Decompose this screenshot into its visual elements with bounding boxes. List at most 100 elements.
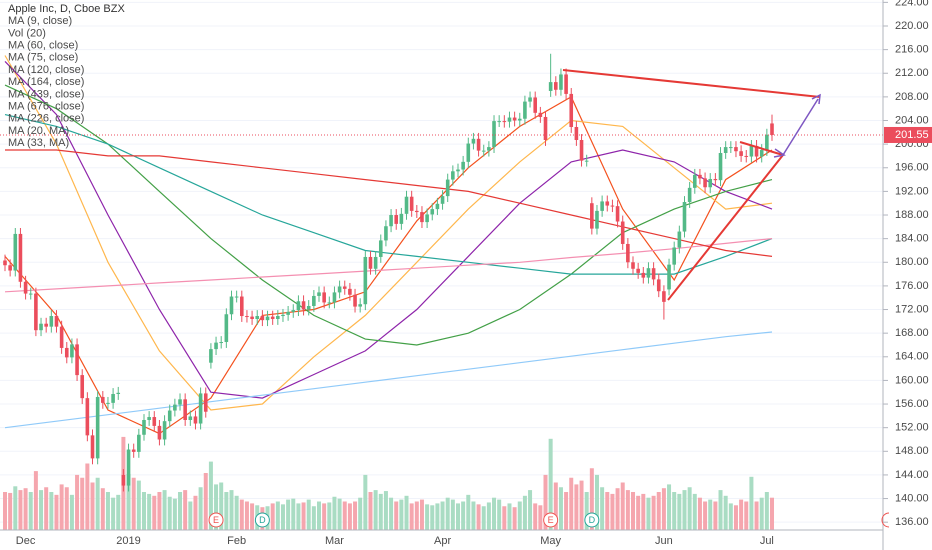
volume-bar (244, 501, 249, 530)
candle-body (276, 316, 280, 319)
y-tick-label: 156.00 (895, 398, 929, 410)
volume-bar (610, 493, 615, 530)
candle-body (8, 265, 12, 271)
candle-body (59, 326, 64, 348)
candle-body (384, 226, 388, 241)
candle-body (95, 396, 100, 459)
legend-item: MA (439, close) (8, 88, 84, 100)
volume-bar (594, 474, 599, 530)
candle-body (440, 196, 445, 204)
volume-bar (667, 484, 672, 530)
legend-item: MA (60, close) (8, 40, 78, 52)
volume-bar (378, 493, 383, 530)
volume-bar (162, 490, 167, 530)
candle-body (404, 196, 409, 214)
candle-body (672, 247, 676, 265)
volume-bar (3, 492, 7, 530)
candle-body (445, 179, 450, 197)
event-label: D (259, 515, 266, 525)
volume-bar (574, 484, 579, 530)
arrow-line (782, 98, 819, 156)
candle-body (167, 410, 172, 422)
x-tick-label: May (540, 535, 561, 547)
volume-bar (615, 488, 620, 530)
volume-bar (28, 492, 33, 530)
y-tick-label: 172.00 (895, 303, 929, 315)
x-tick-label: Jul (760, 535, 774, 547)
event-marker (254, 512, 270, 528)
y-tick-label: 164.00 (895, 351, 929, 363)
volume-bar (353, 501, 358, 530)
volume-bar (414, 501, 419, 530)
volume-bar (466, 494, 471, 530)
volume-bar (105, 492, 110, 530)
candle-body (80, 375, 85, 399)
last-price-box (884, 126, 932, 143)
volume-bar (337, 498, 342, 530)
volume-bar (322, 503, 327, 530)
volume-bar (692, 493, 697, 530)
volume-bar (744, 501, 749, 530)
volume-bar (214, 484, 219, 530)
candle-body (461, 161, 465, 170)
legend-item: MA (676, close) (8, 101, 84, 113)
volume-bar (90, 482, 95, 530)
event-marker (543, 512, 559, 528)
volume-bar (543, 474, 548, 530)
volume-bar (327, 502, 332, 530)
candle-body (373, 256, 378, 269)
volume-bar (404, 495, 409, 530)
candle-body (54, 316, 59, 327)
candle-body (754, 145, 759, 157)
candle-body (770, 123, 774, 135)
candle-body (523, 101, 527, 119)
candle-body (337, 286, 342, 293)
volume-bar (18, 490, 23, 530)
candle-body (342, 286, 347, 289)
candle-body (533, 97, 538, 113)
candle-body (85, 398, 90, 436)
y-tick-label: 216.00 (895, 44, 929, 56)
candle-body (698, 174, 702, 179)
candle-body (620, 221, 625, 244)
candle-body (265, 316, 270, 321)
candle-body (332, 292, 337, 303)
y-tick-label: 224.00 (895, 0, 929, 8)
event-marker (584, 512, 600, 528)
y-tick-label: 204.00 (895, 114, 929, 126)
volume-bar (661, 488, 666, 530)
candle-body (548, 82, 553, 91)
volume-bar (296, 503, 301, 530)
moving-average-line (4, 238, 773, 293)
candle-body (147, 417, 151, 420)
candle-body (193, 416, 198, 424)
y-tick-label: 140.00 (895, 492, 929, 504)
candle-body (389, 215, 393, 227)
volume-bar (59, 484, 64, 530)
volume-bar (332, 496, 337, 530)
candle-body (296, 301, 301, 311)
candle-body (142, 419, 146, 435)
candle-body (579, 139, 584, 161)
volume-bar (147, 493, 152, 530)
volume-bar (363, 474, 368, 530)
candle-body (75, 344, 79, 376)
volume-bar (502, 506, 507, 530)
volume-bar (697, 497, 702, 530)
candle-body (23, 281, 28, 294)
candle-body (209, 349, 213, 363)
candle-body (435, 203, 440, 210)
legend-item: MA (9, close) (8, 15, 72, 27)
y-tick-label: 180.00 (895, 256, 929, 268)
legend-item: MA (164, close) (8, 76, 84, 88)
volume-bar (687, 487, 692, 530)
volume-bar (250, 503, 255, 530)
candle-body (281, 314, 285, 317)
candle-body (687, 187, 692, 203)
candle-body (502, 121, 507, 123)
y-tick-label: 192.00 (895, 185, 929, 197)
volume-bar (589, 468, 594, 530)
candle-body (553, 82, 558, 90)
y-tick-label: 148.00 (895, 445, 929, 457)
